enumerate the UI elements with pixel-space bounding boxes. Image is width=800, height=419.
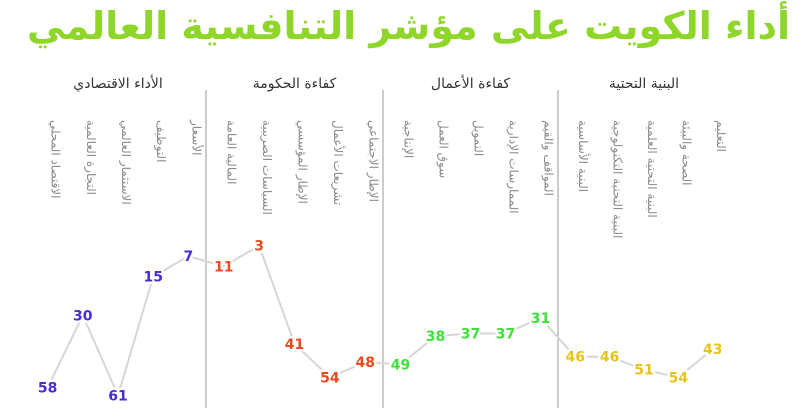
rank-value: 30: [73, 308, 93, 324]
chart-title: أداء الكويت على مؤشر التنافسية العالمي: [26, 4, 790, 48]
category-label: الإطار الاجتماعي: [365, 120, 380, 202]
rank-value: 37: [496, 327, 515, 343]
rank-value: 51: [634, 363, 653, 379]
category-label: التوظيف: [153, 120, 168, 162]
rank-line: [46, 244, 714, 399]
category-label: التمويل: [471, 120, 486, 156]
group-heading: كفاءة الأعمال: [431, 74, 510, 92]
category-label: البنية التحتية العلمية: [645, 120, 659, 218]
category-label: الإطار المؤسسي: [295, 120, 310, 204]
category-label: السياسات الضريبية: [259, 120, 274, 215]
rank-value: 58: [38, 381, 57, 397]
rank-value: 61: [108, 388, 127, 404]
category-label: المواقف والقيم: [541, 120, 556, 196]
category-label: المالية العامة: [225, 120, 239, 184]
value-labels: 58 30 61 15 7 11 3 41 54 48 49 38 37 37 31 46 46 51 54 43: [35, 236, 725, 407]
rank-value: 54: [669, 370, 689, 386]
rank-value: 3: [254, 239, 264, 255]
group-heading: كفاءة الحكومة: [253, 76, 337, 92]
rank-value: 31: [531, 311, 550, 327]
category-label: سوق العمل: [436, 120, 451, 178]
category-labels: الاقتصاد المحلي التجارة العالمية الاستثمار…: [49, 119, 728, 238]
rank-value: 11: [214, 259, 233, 275]
category-label: التعليم: [714, 120, 728, 152]
rank-value: 46: [565, 350, 584, 366]
category-label: التجارة العالمية: [83, 120, 98, 195]
rank-value: 15: [143, 270, 162, 286]
group-heading: الأداء الاقتصادي: [73, 74, 162, 92]
category-label: الإنتاجية: [402, 120, 416, 158]
group-dividers: [205, 90, 559, 408]
rank-value: 41: [285, 337, 304, 353]
rank-value: 37: [461, 327, 480, 343]
rank-value: 38: [426, 329, 445, 345]
category-label: الممارسات الإدارية: [506, 120, 521, 214]
category-label: تشريعات الأعمال: [330, 120, 346, 205]
group-heading: البنية التحتية: [609, 76, 679, 92]
rank-value: 48: [356, 355, 375, 371]
rank-value: 49: [391, 358, 410, 374]
category-label: الصحة والبيئة: [678, 120, 693, 185]
category-label: البنية الأساسية: [576, 120, 591, 192]
category-label: الاقتصاد المحلي: [49, 120, 63, 198]
rank-value: 7: [184, 249, 194, 265]
rank-value: 46: [600, 350, 619, 366]
category-label: الاستثمار العالمي: [118, 120, 133, 205]
category-label: البنية التحتية التكنولوجية: [610, 120, 625, 238]
rank-value: 54: [320, 370, 340, 386]
rank-series-line: [46, 244, 714, 399]
category-label: الأسعار: [188, 119, 204, 155]
rank-value: 43: [703, 342, 722, 358]
group-headings: الأداء الاقتصادي كفاءة الحكومة كفاءة الأعم…: [73, 74, 679, 92]
